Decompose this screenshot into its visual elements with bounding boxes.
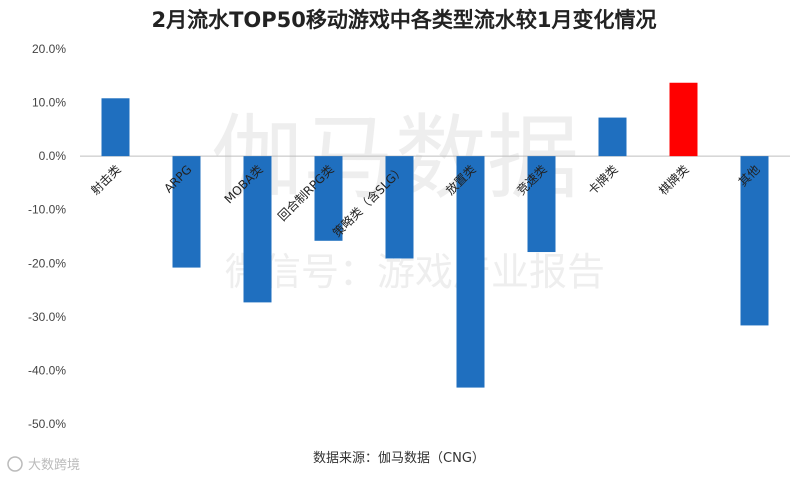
bar — [101, 98, 130, 157]
watermark-sub: 微信号：游戏产业报告 — [225, 250, 605, 294]
bar — [456, 156, 485, 388]
y-tick-label: -40.0% — [28, 363, 66, 377]
bar — [172, 156, 201, 268]
bar — [669, 82, 698, 157]
y-tick-label: -50.0% — [28, 417, 66, 431]
y-tick-label: -30.0% — [28, 310, 66, 324]
corner-logo-icon — [7, 456, 23, 472]
y-tick-label: 0.0% — [39, 149, 67, 163]
bars-group — [101, 82, 769, 388]
bar — [385, 156, 414, 259]
y-tick-label: -20.0% — [28, 256, 66, 270]
corner-logo-text: 大数跨境 — [28, 458, 80, 473]
y-tick-label: -10.0% — [28, 203, 66, 217]
corner-logo: 大数跨境 — [7, 456, 80, 473]
bar — [314, 156, 343, 241]
category-label: 卡牌类 — [585, 162, 620, 197]
bar — [598, 117, 627, 157]
y-tick-label: 10.0% — [32, 96, 66, 110]
source-note: 数据来源：伽马数据（CNG） — [313, 451, 485, 466]
bar — [740, 156, 769, 326]
chart-title: 2月流水TOP50移动游戏中各类型流水较1月变化情况 — [151, 8, 656, 32]
category-label: 棋牌类 — [656, 162, 691, 197]
bar — [243, 156, 272, 303]
bar — [527, 156, 556, 253]
category-label: 射击类 — [88, 162, 124, 198]
y-axis-ticks: 20.0% 10.0% 0.0% -10.0% -20.0% -30.0% -40.0% -5… — [28, 42, 66, 431]
y-tick-label: 20.0% — [32, 42, 66, 56]
